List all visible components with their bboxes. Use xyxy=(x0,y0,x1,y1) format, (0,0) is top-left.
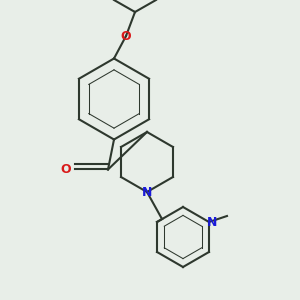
Text: N: N xyxy=(142,185,152,199)
Text: O: O xyxy=(61,163,71,176)
Text: O: O xyxy=(121,29,131,43)
Text: N: N xyxy=(207,215,217,229)
